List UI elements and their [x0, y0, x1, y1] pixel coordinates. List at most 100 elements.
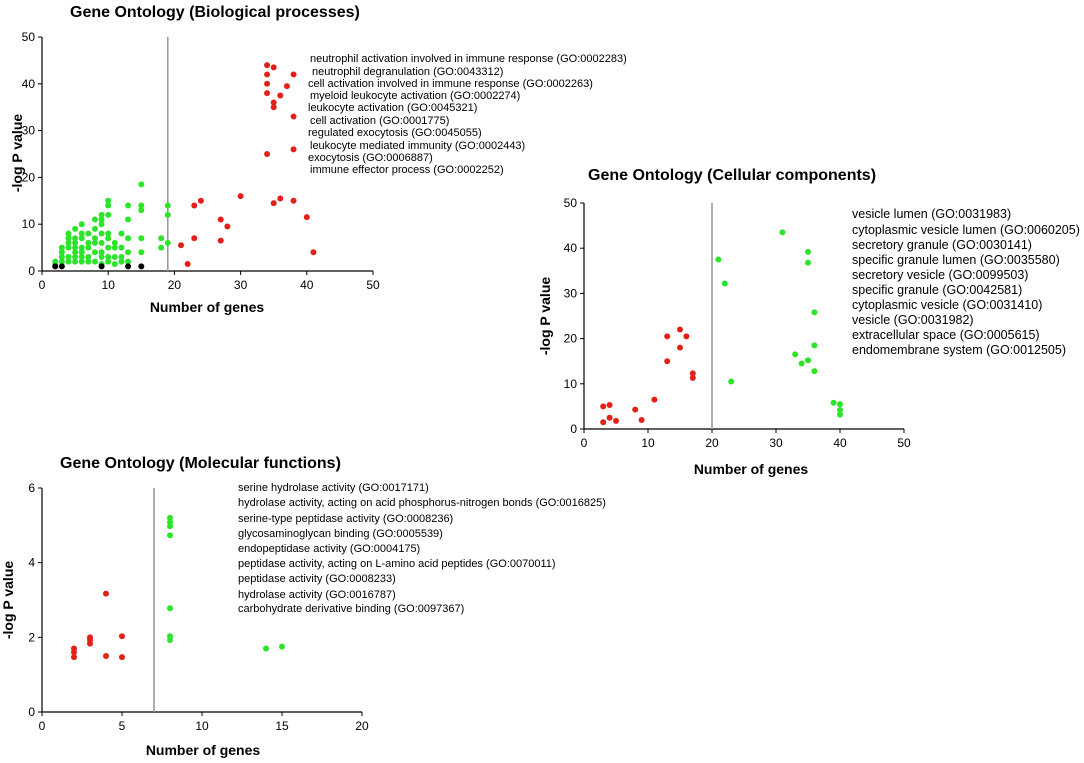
y-axis-label-biological: -log P value — [9, 114, 25, 193]
data-point-red — [191, 235, 198, 242]
data-point-red — [277, 195, 284, 202]
data-point-red — [178, 242, 185, 249]
legend-item: secretory granule (GO:0030141) — [852, 238, 1032, 252]
data-point-green — [78, 230, 85, 237]
data-point-red — [277, 92, 284, 99]
data-point-green — [111, 253, 118, 260]
data-point-green — [164, 239, 171, 246]
data-point-red — [103, 590, 109, 597]
legend-item: serine hydrolase activity (GO:0017171) — [238, 482, 429, 494]
y-tick-label: 20 — [22, 170, 36, 184]
data-point-green — [85, 253, 92, 260]
y-tick-label: 4 — [28, 556, 35, 570]
legend-item: leukocyte mediated immunity (GO:0002443) — [310, 140, 525, 152]
data-point-red — [264, 151, 271, 157]
data-point-green — [111, 260, 118, 267]
data-point-green — [98, 211, 105, 218]
data-point-green — [118, 253, 125, 260]
x-tick-label: 40 — [300, 278, 314, 292]
data-point-green — [72, 249, 79, 256]
legend-item: specific granule lumen (GO:0035580) — [852, 253, 1060, 267]
panel-molecular-functions: Gene Ontology (Molecular functions) Numb… — [0, 455, 606, 758]
y-tick-label: 50 — [564, 196, 578, 210]
data-point-green — [138, 181, 145, 188]
data-point-green — [65, 253, 72, 260]
data-point-green — [78, 221, 85, 228]
data-point-green — [91, 216, 98, 223]
data-point-red — [303, 214, 310, 221]
data-point-green — [85, 244, 92, 251]
points-biological — [52, 62, 317, 270]
data-point-green — [164, 202, 171, 209]
x-axis-label-molecular: Number of genes — [146, 742, 261, 758]
legend-item: cell activation involved in immune respo… — [308, 78, 593, 90]
data-point-red — [71, 654, 77, 661]
data-point-green — [78, 235, 85, 242]
data-point-green — [105, 253, 112, 260]
legend-item: hydrolase activity (GO:0016787) — [238, 589, 396, 601]
data-point-green — [728, 378, 735, 385]
legend-biological: neutrophil activation involved in immune… — [308, 53, 627, 176]
data-point-green — [798, 360, 805, 367]
data-point-red — [664, 358, 671, 365]
data-point-green — [65, 239, 72, 246]
x-tick-label: 20 — [355, 719, 369, 733]
x-tick-label: 50 — [897, 436, 911, 450]
data-point-green — [85, 258, 92, 265]
data-point-green — [118, 244, 125, 251]
legend-item: secretory vesicle (GO:0099503) — [852, 268, 1028, 282]
legend-item: carbohydrate derivative binding (GO:0097… — [238, 603, 464, 615]
x-tick-label: 40 — [833, 436, 847, 450]
legend-item: vesicle lumen (GO:0031983) — [852, 207, 1011, 221]
legend-item: specific granule (GO:0042581) — [852, 283, 1022, 297]
x-tick-label: 50 — [366, 278, 380, 292]
chart-title-biological: Gene Ontology (Biological processes) — [70, 4, 360, 21]
legend-item: hydrolase activity, acting on acid phosp… — [238, 497, 606, 509]
data-point-green — [98, 249, 105, 256]
x-tick-label: 10 — [195, 719, 209, 733]
data-point-red — [270, 99, 277, 106]
data-point-green — [805, 357, 811, 364]
data-point-red — [606, 414, 613, 421]
data-point-red — [689, 374, 696, 381]
data-point-green — [158, 244, 165, 251]
points-molecular — [71, 514, 285, 661]
data-point-green — [105, 244, 112, 251]
y-tick-label: 40 — [22, 77, 36, 91]
data-point-green — [65, 230, 72, 237]
data-point-red — [683, 333, 690, 340]
data-point-green — [138, 249, 145, 256]
data-point-red — [290, 113, 297, 120]
data-point-green — [125, 202, 132, 209]
data-point-green — [167, 523, 173, 530]
y-tick-label: 40 — [564, 241, 578, 255]
data-point-green — [837, 407, 843, 414]
data-point-green — [715, 256, 722, 263]
y-tick-label: 0 — [570, 422, 577, 436]
data-point-green — [792, 351, 799, 358]
data-point-green — [105, 202, 112, 209]
data-point-green — [72, 235, 79, 242]
data-point-green — [105, 197, 112, 204]
legend-item: myeloid leukocyte activation (GO:0002274… — [310, 90, 520, 102]
data-point-green — [118, 230, 125, 237]
data-point-red — [184, 260, 191, 267]
data-point-red — [270, 64, 277, 71]
axes-cellular: 0 10 20 30 40 50 0 10 20 30 40 50 — [564, 196, 911, 450]
data-point-green — [58, 253, 65, 260]
data-point-red — [264, 90, 271, 97]
x-tick-label: 20 — [168, 278, 182, 292]
data-point-green — [58, 244, 65, 251]
data-point-green — [138, 235, 145, 242]
data-point-green — [78, 249, 85, 256]
legend-item: extracellular space (GO:0005615) — [852, 328, 1040, 342]
legend-item: cytoplasmic vesicle lumen (GO:0060205) — [852, 223, 1080, 237]
data-point-black — [125, 263, 132, 270]
data-point-green — [125, 249, 132, 256]
data-point-green — [158, 235, 165, 242]
data-point-red — [264, 62, 271, 69]
data-point-green — [58, 249, 65, 256]
data-point-green — [125, 258, 132, 265]
legend-item: exocytosis (GO:0006887) — [308, 152, 433, 164]
data-point-green — [98, 216, 105, 223]
